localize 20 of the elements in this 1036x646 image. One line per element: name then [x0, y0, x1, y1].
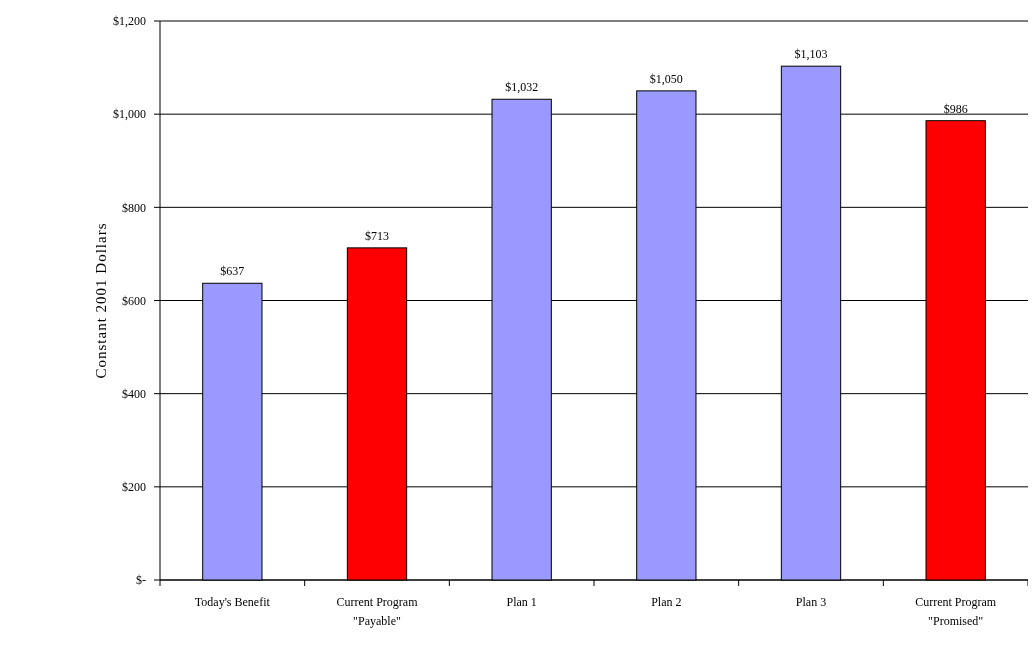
y-tick-label: $- [136, 573, 146, 588]
y-tick-label: $1,200 [113, 14, 146, 29]
y-tick-label: $1,000 [113, 107, 146, 122]
data-label: $713 [365, 228, 389, 243]
x-tick-label: Current Program "Payable" [336, 595, 419, 628]
y-tick-label: $600 [122, 293, 146, 308]
data-label: $637 [220, 264, 245, 279]
y-axis-title: Constant 2001 Dollars [93, 222, 109, 379]
x-tick-label: Today's Benefit [194, 595, 271, 609]
data-label: $1,032 [505, 80, 539, 95]
y-tick-label: $400 [122, 386, 146, 401]
x-tick-label: Plan 2 [651, 595, 682, 609]
x-tick-label: Current Program "Promised" [915, 595, 997, 628]
x-tick-label: Plan 1 [506, 595, 537, 609]
data-label: $986 [943, 101, 968, 116]
y-tick-label: $200 [122, 480, 146, 495]
data-label: $1,103 [794, 47, 828, 62]
y-tick-label: $800 [122, 200, 146, 215]
x-tick-label: Plan 3 [795, 595, 827, 609]
data-label: $1,050 [649, 71, 683, 86]
